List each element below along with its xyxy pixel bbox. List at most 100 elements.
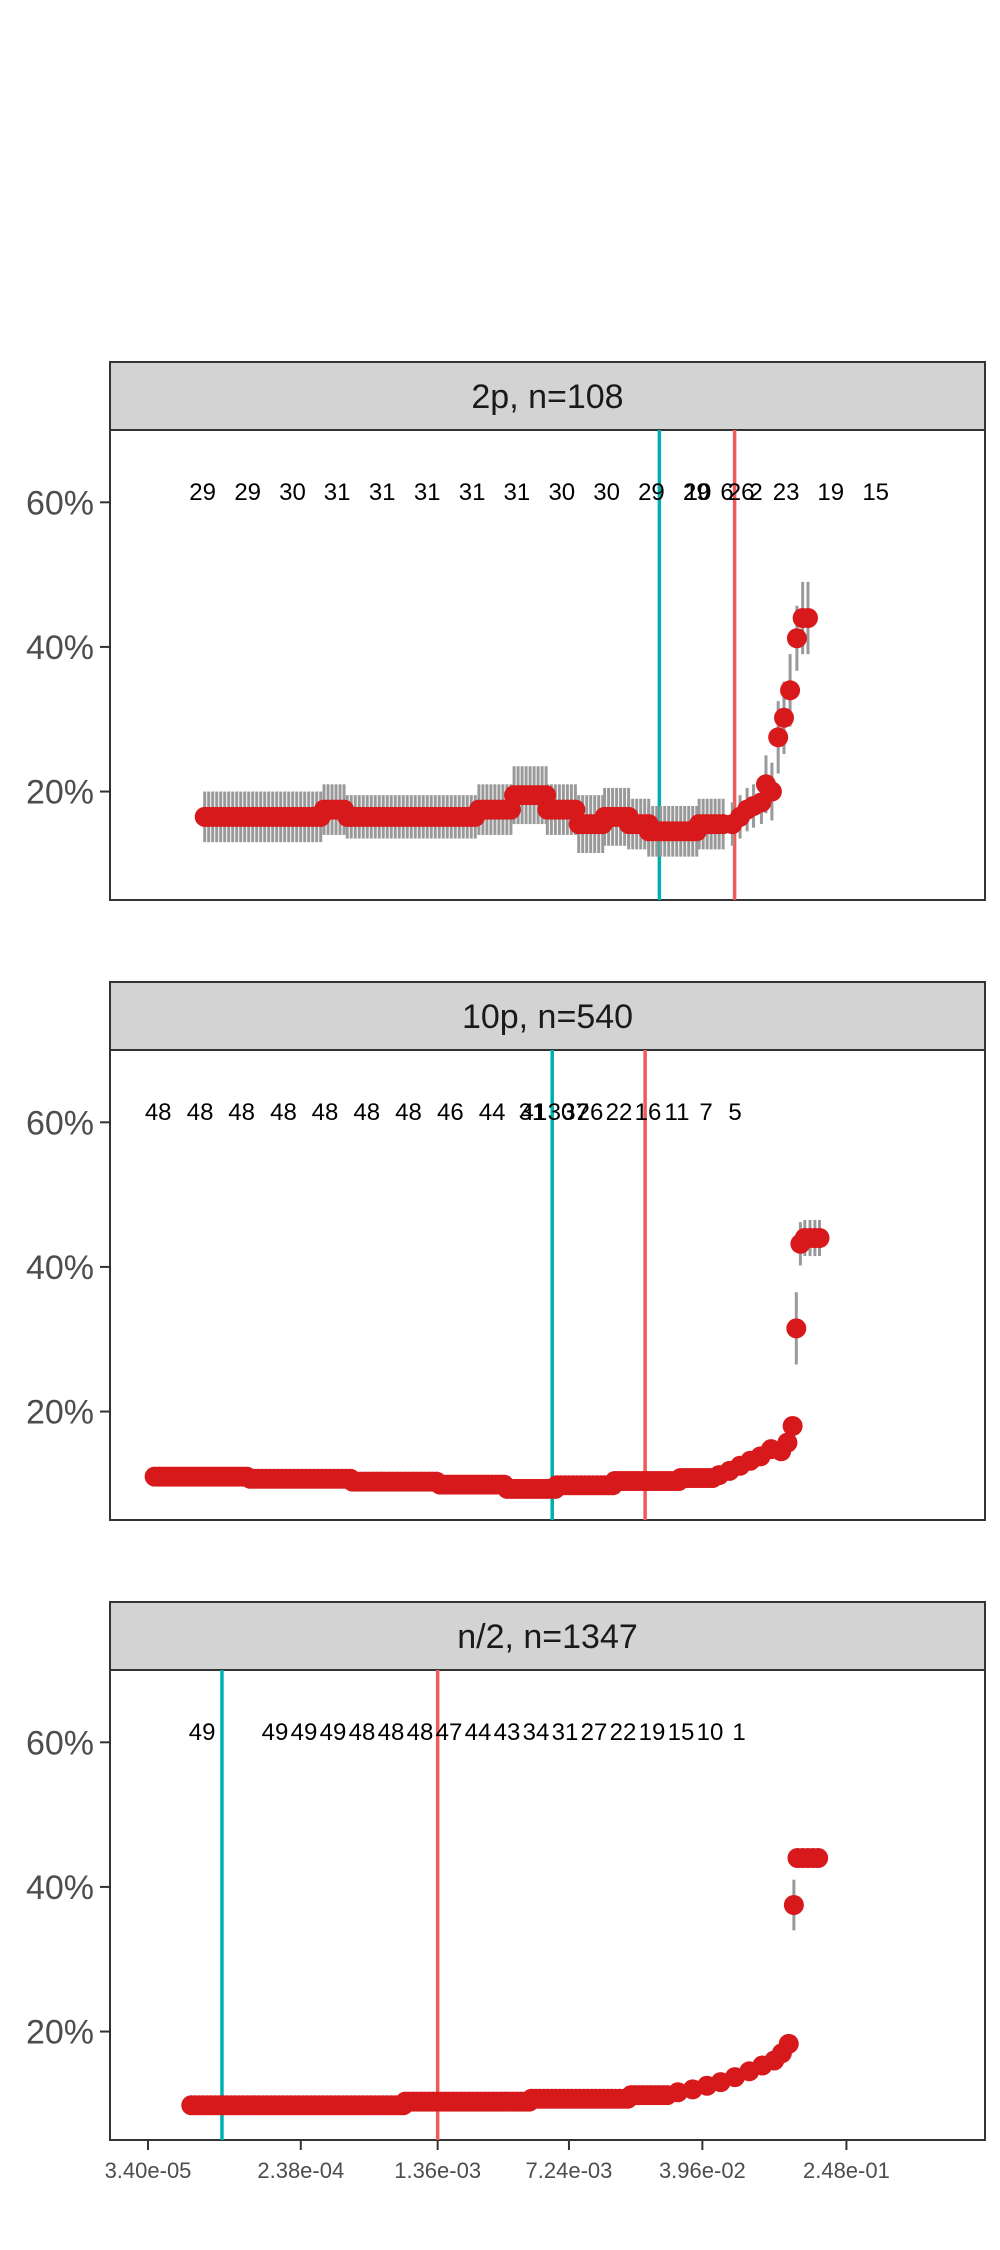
data-point <box>768 727 789 748</box>
count-label: 49 <box>291 1719 318 1746</box>
count-label: 30 <box>548 479 575 506</box>
count-label: 44 <box>479 1099 506 1126</box>
count-label: 49 <box>189 1719 216 1746</box>
count-label: 31 <box>369 479 396 506</box>
count-label: 27 <box>581 1719 608 1746</box>
count-label: 49 <box>320 1719 347 1746</box>
count-label: 31 <box>552 1719 579 1746</box>
count-label: 6 <box>720 479 733 506</box>
count-label: 19 <box>817 479 844 506</box>
count-label: 31 <box>504 479 531 506</box>
count-label: 15 <box>668 1719 695 1746</box>
y-tick-label: 40% <box>26 1869 94 1907</box>
y-tick-label: 60% <box>26 484 94 522</box>
count-label: 7 <box>699 1099 712 1126</box>
data-point <box>783 1895 804 1915</box>
count-label: 29 <box>683 479 710 506</box>
data-point <box>808 1848 829 1868</box>
panel-strip-label: n/2, n=1347 <box>457 1618 638 1656</box>
y-tick-label: 60% <box>26 1724 94 1762</box>
panel-data <box>181 1670 829 2140</box>
count-label: 48 <box>353 1099 380 1126</box>
count-label: 43 <box>494 1719 521 1746</box>
count-label: 48 <box>312 1099 339 1126</box>
y-tick-label: 60% <box>26 1104 94 1142</box>
panel-plot-area <box>109 1049 986 1521</box>
x-tick-label: 2.48e-01 <box>803 2158 890 2183</box>
count-label: 31 <box>324 479 351 506</box>
count-label: 44 <box>465 1719 492 1746</box>
count-label: 29 <box>638 479 665 506</box>
panel-data <box>194 430 818 900</box>
count-label: 11 <box>665 1099 690 1126</box>
count-label: 26 <box>728 479 755 506</box>
count-label: 31 <box>459 479 486 506</box>
data-point <box>809 1228 830 1248</box>
count-label: 10 <box>685 479 712 506</box>
count-label: 16 <box>635 1099 662 1126</box>
x-tick-label: 3.96e-02 <box>659 2158 746 2183</box>
y-tick-label: 20% <box>26 1394 94 1432</box>
data-point <box>774 707 795 728</box>
data-point <box>780 680 801 701</box>
count-label: 29 <box>234 479 261 506</box>
count-label: 22 <box>606 1099 633 1126</box>
x-tick-label: 3.40e-05 <box>105 2158 192 2183</box>
count-label: 48 <box>187 1099 214 1126</box>
data-point <box>786 628 807 649</box>
count-label: 22 <box>610 1719 637 1746</box>
y-tick-label: 40% <box>26 629 94 667</box>
panel-plot-area <box>109 1669 986 2141</box>
x-tick-label: 2.38e-04 <box>257 2158 344 2183</box>
count-label: 49 <box>262 1719 289 1746</box>
x-tick-label: 7.24e-03 <box>526 2158 613 2183</box>
count-label: 29 <box>189 479 216 506</box>
count-label: 15 <box>862 479 889 506</box>
count-label: 48 <box>395 1099 422 1126</box>
count-label: 37 <box>562 1099 589 1126</box>
data-point <box>777 1432 798 1453</box>
panel-strip-label: 2p, n=108 <box>471 378 623 416</box>
count-label: 5 <box>728 1099 741 1126</box>
count-label: 48 <box>378 1719 405 1746</box>
y-tick-label: 20% <box>26 2014 94 2052</box>
panel-data <box>144 1050 830 1520</box>
count-label: 10 <box>697 1719 724 1746</box>
count-label: 48 <box>145 1099 172 1126</box>
count-label: 30 <box>279 479 306 506</box>
count-label: 48 <box>407 1719 434 1746</box>
count-label: 48 <box>228 1099 255 1126</box>
panel-1: 2p, n=108 20% 40% 60% 29 29 30 31 31 31 31 31 30 30 29… <box>26 361 986 901</box>
panel-strip <box>109 981 986 1051</box>
count-label: 41 <box>520 1099 547 1126</box>
count-label: 31 <box>519 1099 546 1126</box>
count-label: 48 <box>349 1719 376 1746</box>
data-point <box>782 1416 803 1436</box>
panel-strip-label: 10p, n=540 <box>462 998 633 1036</box>
data-point <box>778 2033 799 2054</box>
count-label: 23 <box>773 479 800 506</box>
count-label: 47 <box>436 1719 463 1746</box>
count-label: 31 <box>414 479 441 506</box>
count-label: 30 <box>548 1099 575 1126</box>
count-label: 19 <box>639 1719 666 1746</box>
x-axis: 3.40e-05 2.38e-04 1.36e-03 7.24e-03 3.96e-02… <box>105 2140 890 2183</box>
count-label: 26 <box>577 1099 604 1126</box>
data-point <box>786 1318 807 1339</box>
count-label: 34 <box>523 1719 550 1746</box>
panel-strip <box>109 361 986 431</box>
x-tick-label: 1.36e-03 <box>394 2158 481 2183</box>
y-tick-label: 20% <box>26 774 94 812</box>
data-point <box>797 608 818 628</box>
data-point <box>761 781 782 802</box>
y-tick-label: 40% <box>26 1249 94 1287</box>
count-label: 46 <box>437 1099 464 1126</box>
count-label: 2 <box>749 479 762 506</box>
count-label: 48 <box>270 1099 297 1126</box>
count-label: 1 <box>732 1719 745 1746</box>
count-label: 30 <box>593 479 620 506</box>
